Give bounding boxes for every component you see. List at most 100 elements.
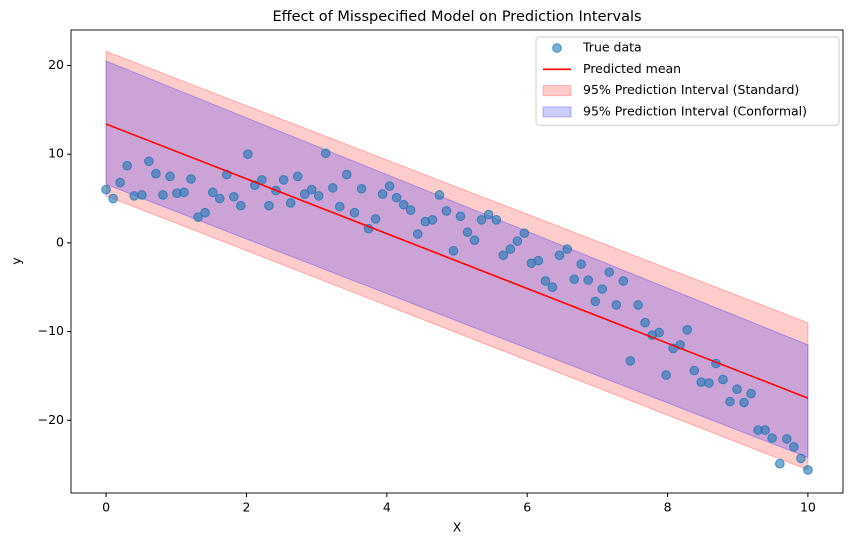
data-point (775, 458, 785, 469)
data-point (370, 214, 381, 224)
y-tick-label: −10 (38, 323, 64, 338)
legend-marker (552, 43, 562, 53)
data-point (562, 244, 572, 254)
data-point (491, 215, 502, 225)
x-tick-label: 4 (383, 500, 391, 515)
data-point (604, 267, 615, 277)
legend-marker (542, 106, 572, 118)
data-point (618, 276, 629, 286)
data-point (292, 171, 303, 182)
data-point (569, 274, 580, 285)
x-tick-label: 2 (242, 500, 250, 515)
data-point (193, 212, 203, 222)
plot-frame (70, 29, 844, 494)
data-point (398, 199, 409, 210)
data-point (144, 156, 154, 167)
mean-line (105, 123, 809, 399)
data-point (391, 192, 402, 203)
data-point (597, 284, 608, 294)
data-point (519, 228, 530, 238)
data-point (377, 189, 388, 199)
data-point (760, 425, 770, 435)
data-point (229, 191, 239, 202)
data-point (803, 465, 813, 475)
x-axis-label: X (453, 520, 462, 535)
data-point (640, 317, 650, 328)
data-point (427, 215, 438, 225)
data-point (327, 183, 338, 193)
data-point (576, 259, 587, 269)
data-point (334, 201, 345, 212)
data-point (412, 229, 423, 239)
data-point (349, 207, 360, 218)
data-point (108, 193, 118, 204)
data-point (789, 442, 799, 452)
data-point (320, 148, 331, 159)
data-point (236, 200, 246, 211)
data-point (583, 275, 594, 285)
data-point (405, 205, 416, 215)
legend-label: 95% Prediction Interval (Standard) (583, 82, 799, 97)
legend-label: Predicted mean (583, 61, 681, 76)
y-axis-label: y (9, 257, 24, 265)
data-point (512, 236, 523, 246)
data-point (704, 378, 714, 388)
data-point (654, 327, 664, 338)
data-point (611, 300, 622, 310)
data-point (356, 183, 367, 194)
data-point (306, 184, 317, 195)
data-point (732, 384, 742, 395)
data-point (590, 296, 601, 307)
y-tick-label: 10 (48, 146, 64, 161)
data-point (434, 190, 445, 200)
x-tick-label: 10 (800, 500, 816, 515)
legend-label: True data (582, 40, 642, 55)
legend-marker (542, 85, 572, 97)
data-point (264, 200, 274, 211)
chart-title: Effect of Misspecified Model on Predicti… (272, 9, 641, 25)
data-point (179, 187, 189, 198)
data-point (682, 324, 692, 335)
data-point (158, 190, 168, 200)
data-point (540, 276, 551, 286)
x-tick-label: 6 (523, 500, 531, 515)
data-point (689, 365, 700, 376)
data-point (547, 282, 558, 293)
data-point (200, 207, 210, 218)
data-point (782, 434, 792, 444)
data-point (767, 433, 777, 443)
data-point (384, 181, 395, 191)
data-point (214, 193, 225, 204)
data-point (469, 235, 480, 246)
data-point (122, 160, 132, 171)
data-point (554, 250, 565, 261)
data-point (625, 356, 636, 366)
data-point (313, 191, 324, 201)
data-point (207, 187, 218, 198)
data-point (633, 300, 643, 310)
data-point (476, 215, 487, 225)
data-point (342, 169, 352, 180)
data-point (746, 388, 756, 399)
x-tick-label: 0 (102, 500, 110, 515)
data-point (718, 374, 728, 385)
y-tick-label: 20 (48, 57, 64, 72)
data-point (796, 453, 806, 464)
data-point (483, 209, 494, 220)
data-point (505, 244, 516, 254)
data-point (441, 206, 452, 216)
legend-box (535, 36, 840, 126)
data-point (243, 149, 253, 159)
data-point (151, 168, 161, 179)
data-point (498, 250, 509, 261)
data-point (462, 227, 473, 238)
data-point (661, 370, 671, 380)
data-point (448, 246, 459, 256)
data-point (299, 189, 310, 199)
data-point (725, 396, 735, 407)
data-point (455, 211, 466, 222)
data-point (739, 397, 749, 408)
data-point (101, 184, 111, 195)
y-tick-label: −20 (38, 412, 64, 427)
